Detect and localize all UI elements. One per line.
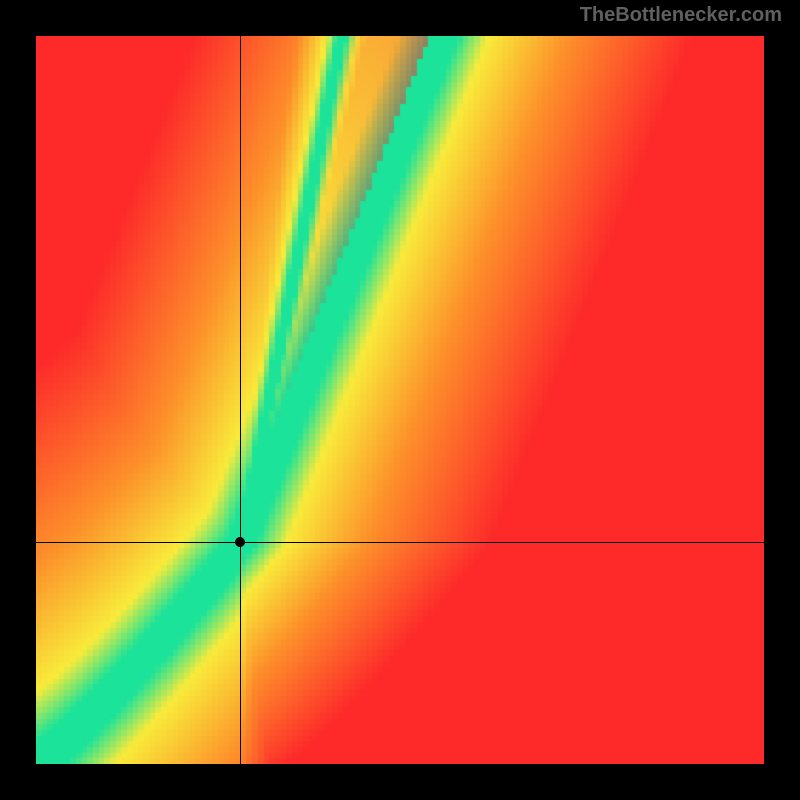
watermark-attribution: TheBottlenecker.com: [580, 4, 782, 27]
crosshair-vertical: [240, 36, 241, 764]
crosshair-marker-dot: [235, 537, 245, 547]
heatmap-canvas: [36, 36, 764, 764]
bottleneck-heatmap-plot: [36, 36, 764, 764]
crosshair-horizontal: [36, 542, 764, 543]
